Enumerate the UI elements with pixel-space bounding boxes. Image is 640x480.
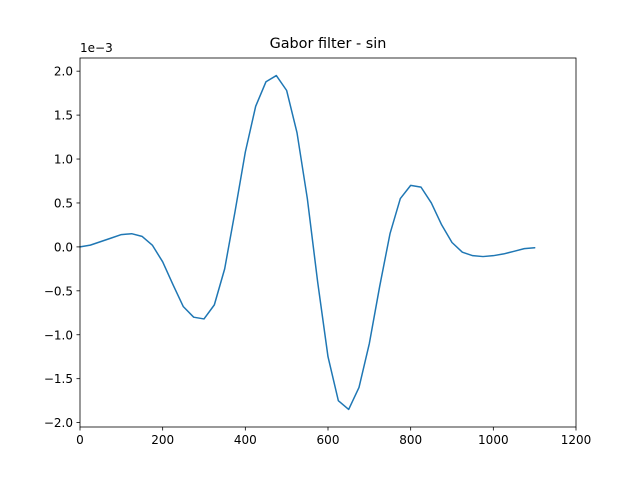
series-line-0 [79, 74, 536, 411]
x-tick-label: 600 [317, 433, 340, 447]
y-tick-label: −0.5 [44, 284, 73, 298]
y-tick-label: −2.0 [44, 416, 73, 430]
x-tick-label: 200 [151, 433, 174, 447]
chart-title: Gabor filter - sin [270, 36, 387, 52]
y-tick-label: −1.5 [44, 372, 73, 386]
plot-area: 0 200 400 600 800 1000 1200 −2.0 −1.5 −1.0 −0.5 0.0… [44, 57, 592, 447]
x-tick-label: 1000 [478, 433, 509, 447]
y-tick-label: −1.0 [44, 328, 73, 342]
y-tick-label: 0.5 [54, 196, 73, 210]
x-tick-label: 800 [399, 433, 422, 447]
y-tick-label: 1.5 [54, 109, 73, 123]
y-tick-label: 0.0 [54, 240, 73, 254]
x-tick-label: 0 [76, 433, 84, 447]
y-tick-label: 1.0 [54, 153, 73, 167]
x-tick-label: 1200 [561, 433, 592, 447]
x-tick-label: 400 [234, 433, 257, 447]
y-tick-label: 2.0 [54, 65, 73, 79]
y-offset-label: 1e−3 [80, 41, 113, 55]
